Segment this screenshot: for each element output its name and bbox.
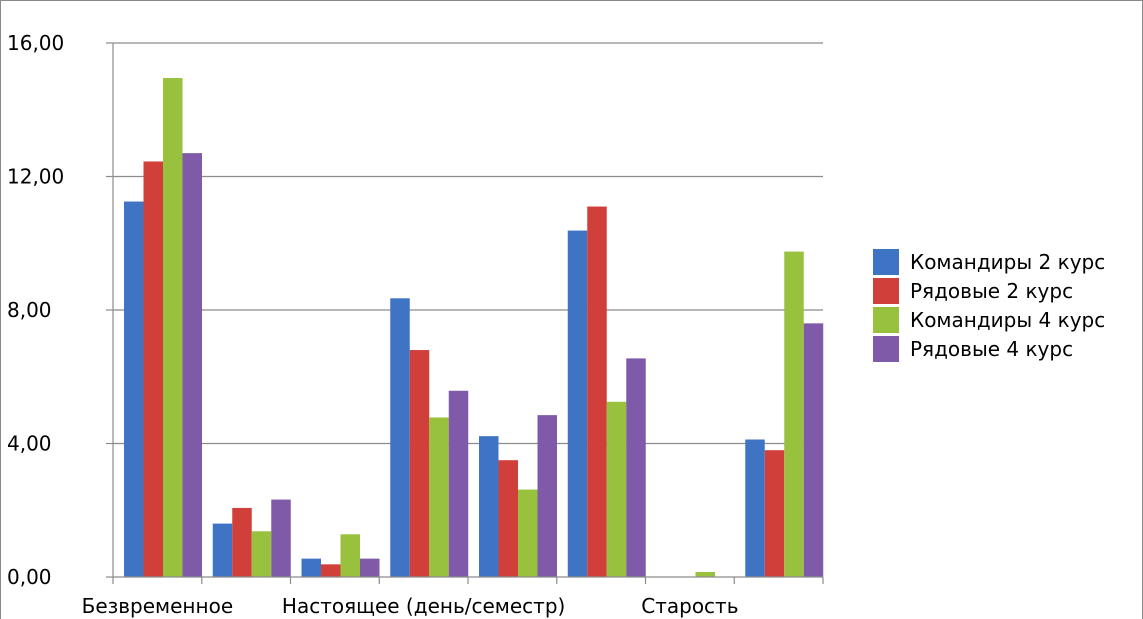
bar xyxy=(360,558,380,577)
bar xyxy=(232,507,252,577)
x-tick-labels: Безвременное Настоящее (день/семестр) Стар… xyxy=(82,594,739,618)
bar xyxy=(271,499,291,577)
bar xyxy=(745,439,765,577)
bar xyxy=(695,571,715,577)
legend-swatch xyxy=(873,249,899,275)
bar xyxy=(163,78,183,577)
y-tick-label: 8,00 xyxy=(7,298,52,322)
legend-label: Рядовые 4 курс xyxy=(910,337,1073,361)
bar xyxy=(537,415,557,577)
legend-swatch xyxy=(873,307,899,333)
bar xyxy=(182,153,202,577)
gridlines xyxy=(113,42,823,445)
bar xyxy=(390,298,410,577)
bar xyxy=(124,201,144,577)
bar xyxy=(212,523,233,577)
bar xyxy=(340,534,360,577)
legend-swatch xyxy=(873,278,899,304)
x-tick-label: Безвременное xyxy=(82,594,234,618)
bar xyxy=(803,323,824,577)
bar xyxy=(409,350,430,577)
bar xyxy=(567,230,588,577)
legend: Командиры 2 курс Рядовые 2 курс Командиры … xyxy=(873,249,1105,362)
bar xyxy=(143,161,163,577)
x-tick-label: Старость xyxy=(641,594,738,618)
legend-label: Командиры 4 курс xyxy=(910,308,1105,332)
y-tick-label: 4,00 xyxy=(7,432,52,456)
bar xyxy=(251,531,272,577)
bar xyxy=(448,390,469,577)
legend-swatch xyxy=(873,336,899,362)
bar xyxy=(429,417,449,577)
x-tick-label: Настоящее (день/семестр) xyxy=(282,594,565,618)
bar xyxy=(479,436,499,577)
bars xyxy=(124,78,824,577)
bar xyxy=(301,558,321,577)
axes xyxy=(106,42,824,584)
bar xyxy=(606,401,627,577)
y-tick-label: 0,00 xyxy=(7,565,52,589)
legend-label: Командиры 2 курс xyxy=(910,250,1105,274)
bar xyxy=(784,251,804,577)
bar xyxy=(498,460,518,577)
bar xyxy=(587,206,607,577)
bar xyxy=(626,358,646,577)
bar xyxy=(321,564,341,577)
bar xyxy=(764,450,785,577)
y-tick-labels: 0,00 4,00 8,00 12,00 16,00 xyxy=(7,31,64,589)
legend-label: Рядовые 2 курс xyxy=(910,279,1073,303)
bar xyxy=(518,489,538,577)
y-tick-label: 16,00 xyxy=(7,31,64,55)
y-tick-label: 12,00 xyxy=(7,165,64,189)
